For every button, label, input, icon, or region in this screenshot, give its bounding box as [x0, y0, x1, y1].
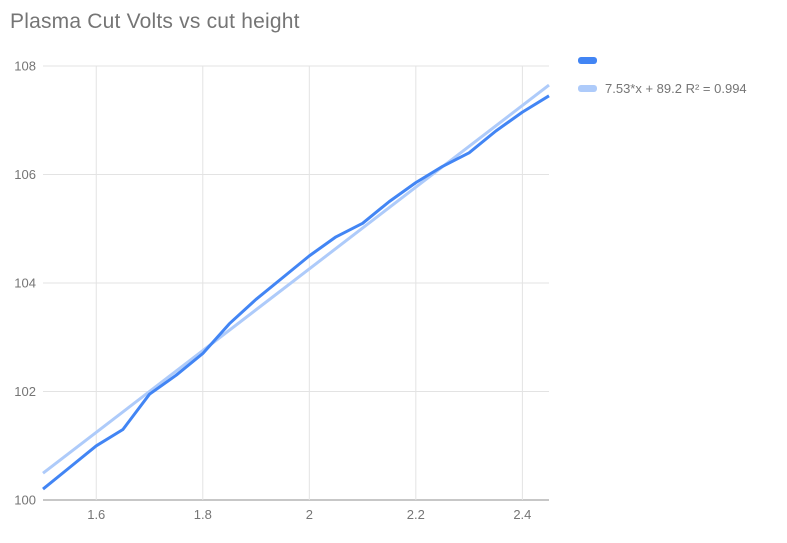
x-tick-label: 2.2 — [407, 507, 425, 522]
legend: 7.53*x + 89.2 R² = 0.994 — [578, 56, 747, 96]
legend-item-series[interactable] — [578, 56, 747, 65]
trendline-legend-label: 7.53*x + 89.2 R² = 0.994 — [605, 81, 747, 96]
x-tick-label: 1.6 — [87, 507, 105, 522]
data-series-line — [42, 94, 550, 491]
trendline — [42, 83, 550, 475]
y-tick-label: 100 — [14, 493, 36, 508]
y-tick-label: 108 — [14, 59, 36, 74]
y-tick-label: 106 — [14, 167, 36, 182]
series-swatch-icon — [578, 57, 597, 64]
legend-item-trendline[interactable]: 7.53*x + 89.2 R² = 0.994 — [578, 81, 747, 96]
x-tick-label: 2 — [306, 507, 313, 522]
chart-title: Plasma Cut Volts vs cut height — [10, 10, 300, 33]
y-tick-label: 104 — [14, 276, 36, 291]
trendline-swatch-icon — [578, 85, 597, 92]
x-tick-label: 2.4 — [513, 507, 531, 522]
y-tick-label: 102 — [14, 384, 36, 399]
x-tick-label: 1.8 — [194, 507, 212, 522]
